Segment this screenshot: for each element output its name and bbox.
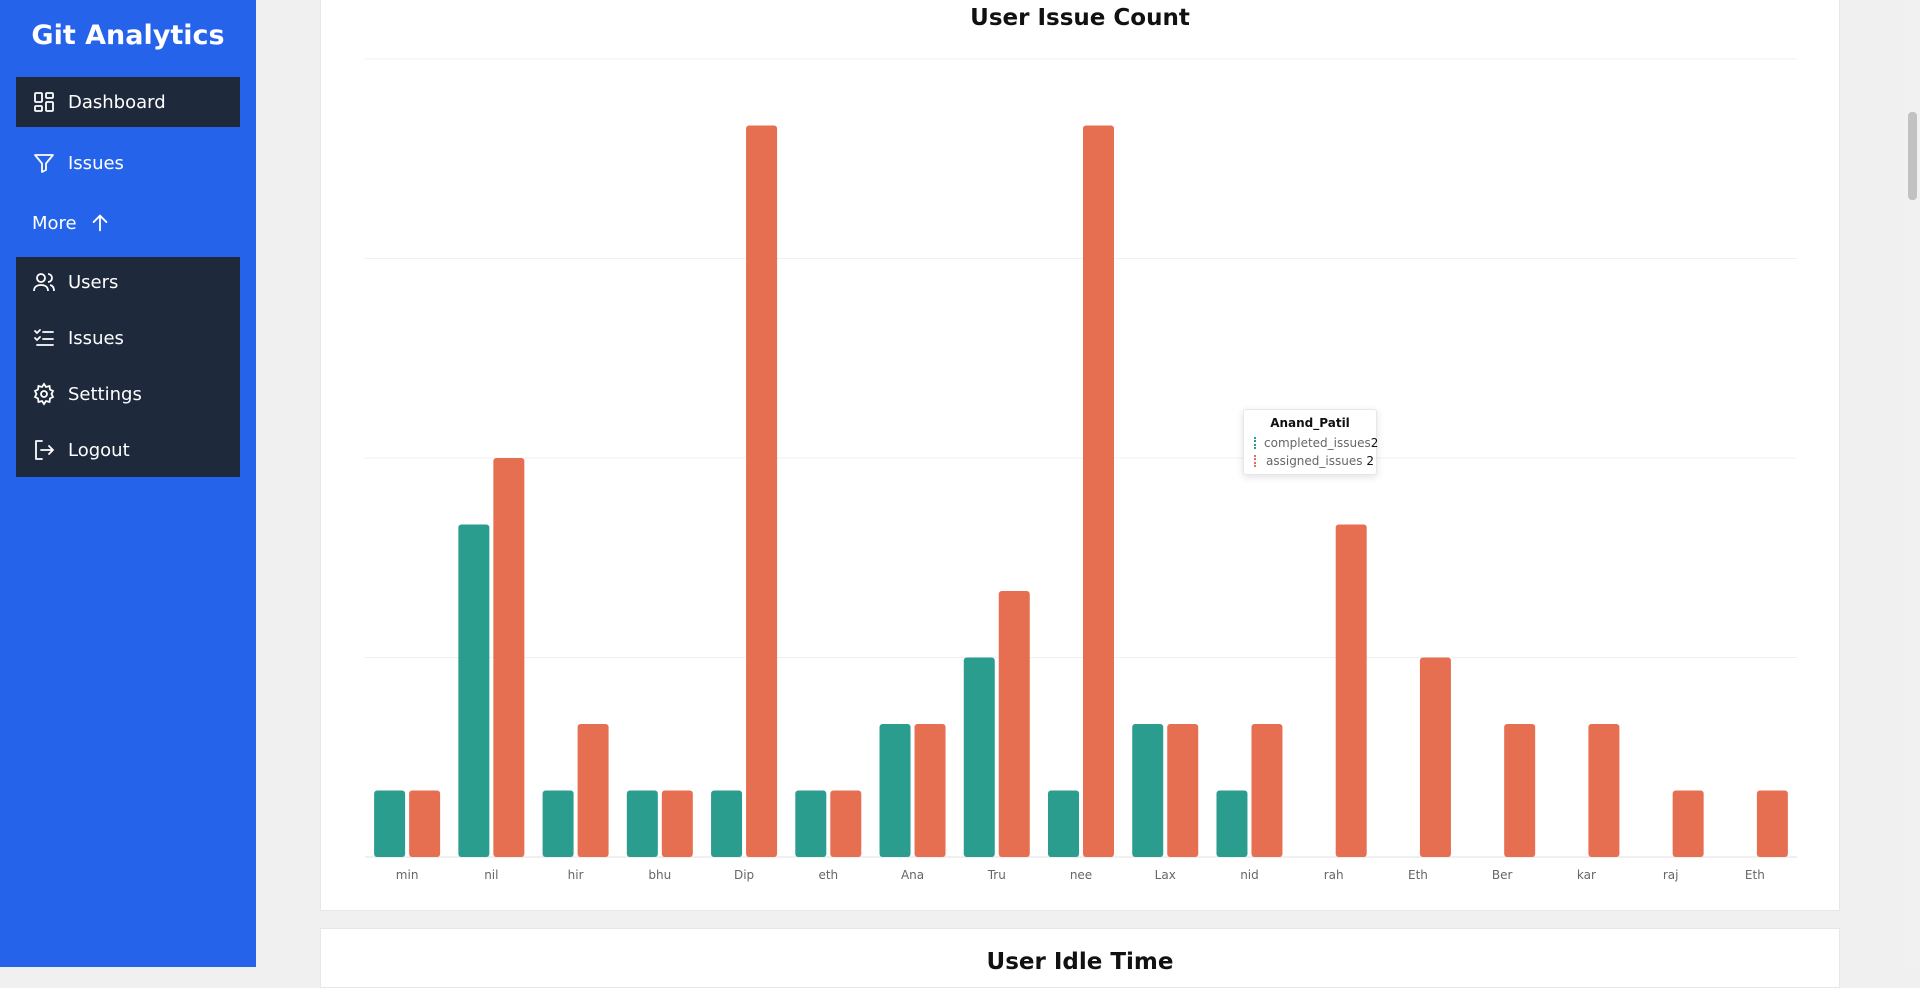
chart-tooltip: Anand_Patil completed_issues 2 assigned_… (1243, 409, 1378, 475)
submenu-logout-label: Logout (68, 439, 130, 461)
x-tick-label: Tru (987, 868, 1006, 882)
assigned-bar-min[interactable] (409, 790, 441, 858)
tooltip-completed-marker (1254, 437, 1256, 449)
assigned-bar-kar[interactable] (1588, 724, 1620, 857)
submenu-settings-label: Settings (68, 383, 142, 405)
completed-bar-tru[interactable] (963, 657, 995, 858)
submenu-users-label: Users (68, 271, 119, 293)
bar-chart: min nil hir bhu Dip eth Ana Tru nee Lax nid rah Eth B… (365, 58, 1797, 882)
assigned-bar-tru[interactable] (998, 591, 1030, 857)
assigned-bar-nee[interactable] (1083, 125, 1114, 858)
chart-title: User Issue Count (970, 5, 1190, 31)
tooltip-assigned-value: 2 (1366, 454, 1374, 468)
assigned-bar-ber[interactable] (1504, 724, 1536, 857)
completed-bar-ana[interactable] (879, 724, 911, 857)
tooltip-title: Anand_Patil (1270, 416, 1350, 430)
x-tick-label: kar (1577, 868, 1596, 882)
assigned-bar-rah[interactable] (1335, 524, 1367, 858)
x-tick-label: bhu (648, 868, 671, 882)
sidebar: Git Analytics Dashboard Issues More (0, 0, 256, 967)
logout-icon (32, 438, 56, 462)
user-issue-count-card: User Issue Count min nil hir bhu Dip eth Ana Tr… (320, 0, 1840, 911)
assigned-bar-ana[interactable] (914, 724, 946, 857)
arrow-up-icon (89, 212, 111, 234)
x-tick-label: Dip (734, 868, 754, 882)
completed-bar-min[interactable] (374, 790, 406, 858)
submenu-issues[interactable]: Issues (16, 313, 240, 363)
x-tick-label: Eth (1745, 868, 1765, 882)
tooltip-row-assigned: assigned_issues 2 (1254, 454, 1374, 468)
list-check-icon (32, 326, 56, 350)
x-tick-label: nee (1070, 868, 1092, 882)
gear-icon (32, 382, 56, 406)
x-tick-label: min (396, 868, 419, 882)
x-tick-label: eth (818, 868, 838, 882)
completed-bar-hir[interactable] (542, 790, 574, 858)
nav-issues[interactable]: Issues (16, 138, 240, 188)
more-toggle[interactable]: More (32, 208, 111, 238)
tooltip-assigned-name: assigned_issues (1266, 454, 1363, 468)
x-tick-label: Ana (901, 868, 924, 882)
assigned-bar-eth[interactable] (1419, 657, 1451, 858)
tooltip-row-completed: completed_issues 2 (1254, 436, 1378, 450)
x-tick-label: nid (1240, 868, 1259, 882)
filter-icon (32, 151, 56, 175)
x-tick-label: hir (568, 868, 584, 882)
nav-issues-label: Issues (68, 152, 124, 174)
x-tick-label: Ber (1492, 868, 1513, 882)
assigned-bar-lax[interactable] (1167, 724, 1199, 857)
submenu-logout[interactable]: Logout (16, 425, 240, 475)
user-idle-time-card: User Idle Time (320, 928, 1840, 988)
assigned-bar-eth[interactable] (830, 790, 862, 858)
nav-dashboard[interactable]: Dashboard (16, 77, 240, 127)
users-icon (32, 270, 56, 294)
app-brand: Git Analytics (31, 20, 225, 51)
submenu-settings[interactable]: Settings (16, 369, 240, 419)
completed-bar-dip[interactable] (711, 790, 743, 858)
idle-card-title: User Idle Time (986, 949, 1174, 975)
completed-bar-eth[interactable] (795, 790, 827, 858)
assigned-bar-nid[interactable] (1251, 724, 1283, 857)
more-submenu: Users Issues Settings (16, 257, 240, 477)
completed-bar-nid[interactable] (1216, 790, 1248, 858)
assigned-bar-nil[interactable] (493, 458, 525, 857)
assigned-bar-hir[interactable] (577, 724, 609, 857)
submenu-issues-label: Issues (68, 327, 124, 349)
assigned-bar-bhu[interactable] (661, 790, 693, 858)
nav-dashboard-label: Dashboard (68, 91, 166, 113)
x-tick-label: raj (1663, 868, 1679, 882)
tooltip-assigned-marker (1254, 455, 1258, 467)
completed-bar-lax[interactable] (1132, 724, 1164, 857)
x-tick-label: rah (1324, 868, 1344, 882)
submenu-users[interactable]: Users (16, 257, 240, 307)
x-tick-label: Eth (1408, 868, 1428, 882)
assigned-bar-raj[interactable] (1672, 790, 1704, 858)
scrollbar-thumb[interactable] (1908, 112, 1917, 200)
assigned-bar-eth[interactable] (1756, 790, 1788, 858)
x-tick-label: Lax (1155, 868, 1176, 882)
assigned-bar-dip[interactable] (746, 125, 778, 858)
more-label: More (32, 212, 77, 234)
completed-bar-nil[interactable] (458, 524, 490, 858)
dashboard-icon (32, 90, 56, 114)
page-scrollbar[interactable] (1905, 0, 1920, 967)
tooltip-completed-name: completed_issues (1264, 436, 1371, 450)
tooltip-completed-value: 2 (1370, 436, 1379, 450)
completed-bar-nee[interactable] (1048, 790, 1079, 858)
x-tick-label: nil (484, 868, 498, 882)
completed-bar-bhu[interactable] (626, 790, 658, 858)
